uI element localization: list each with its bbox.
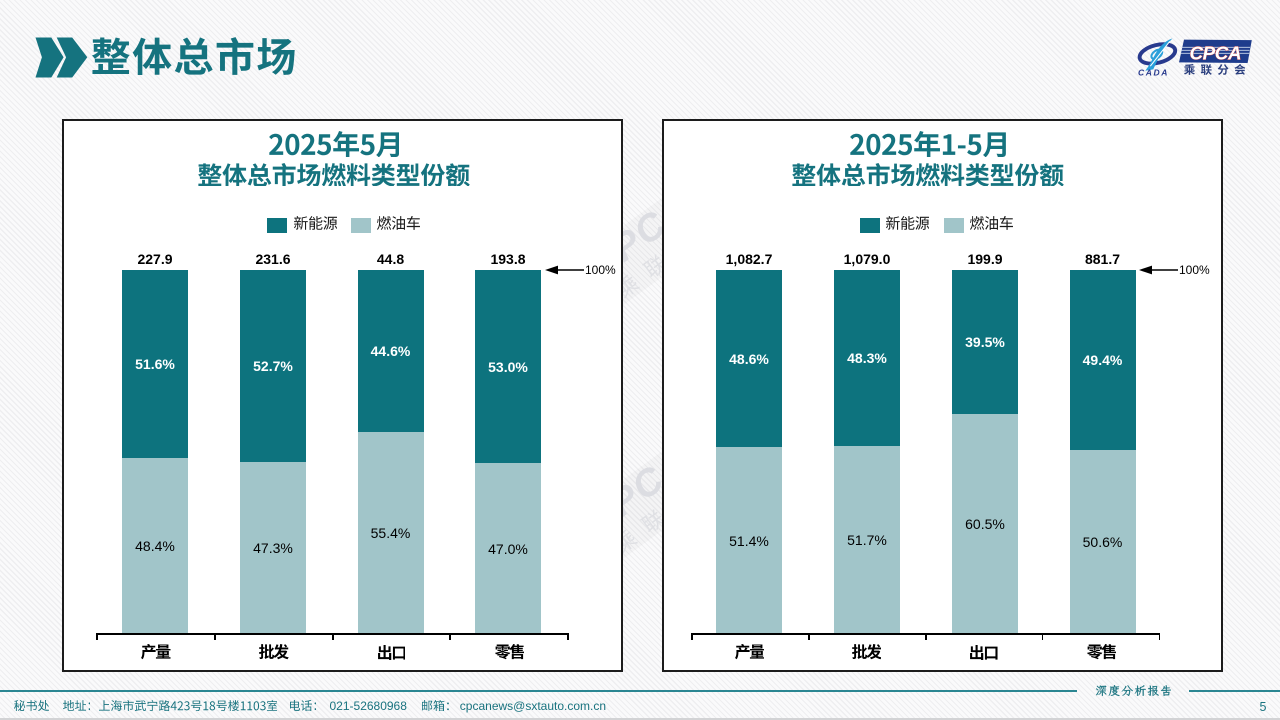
svg-text:CPCA: CPCA: [1190, 43, 1242, 64]
svg-text:CADA: CADA: [1138, 67, 1169, 77]
